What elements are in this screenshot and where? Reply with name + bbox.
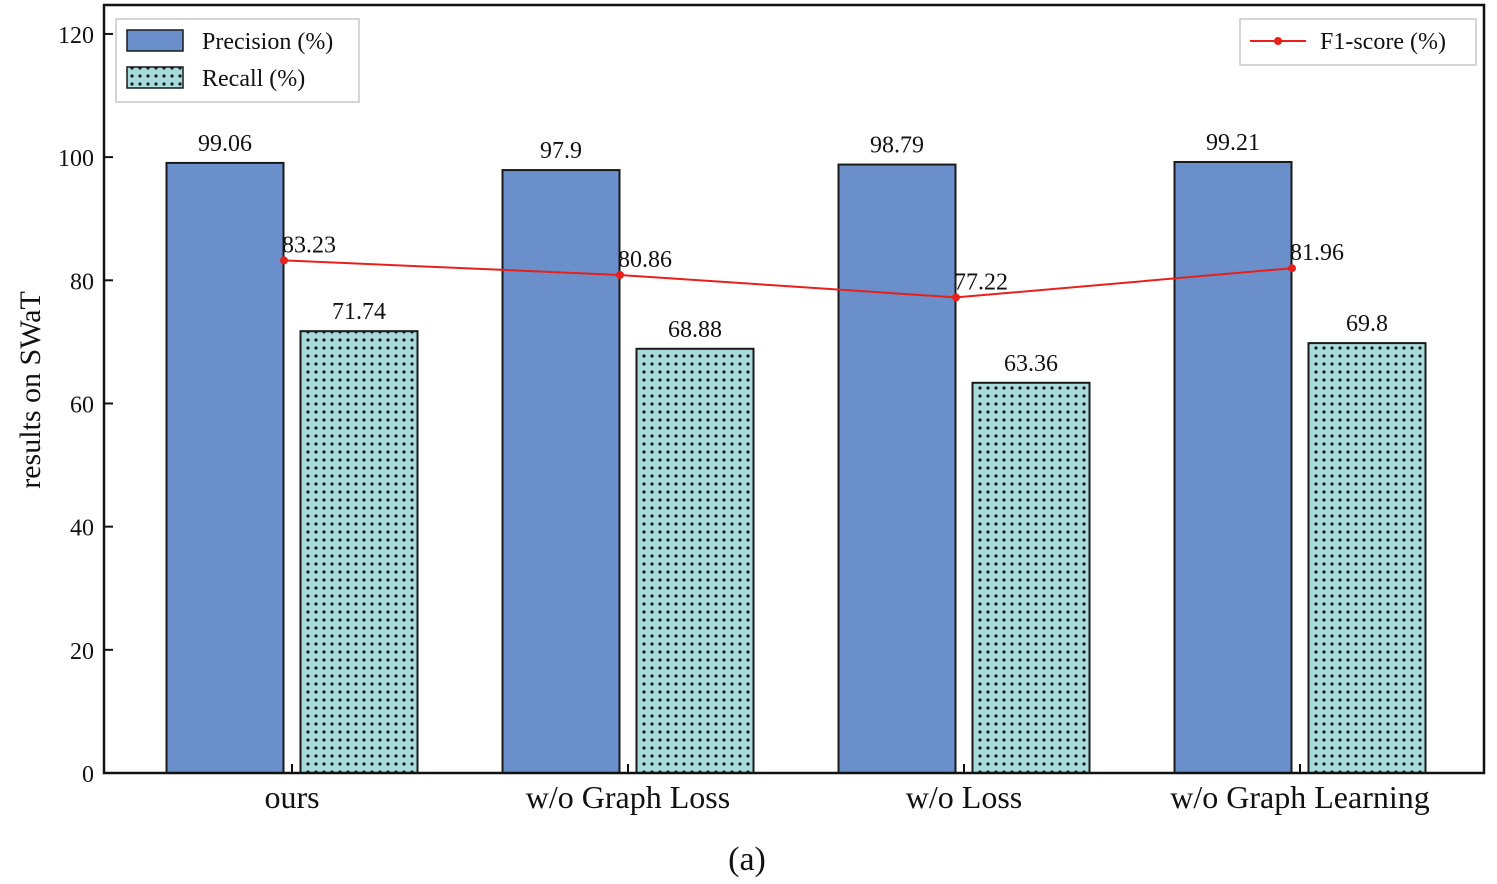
f1-point-3 — [1288, 264, 1296, 273]
x-tick-label-1: w/o Graph Loss — [526, 779, 730, 815]
f1-point-0 — [280, 256, 288, 265]
legend-left: Precision (%) Recall (%) — [115, 18, 360, 103]
f1-value-label-2: 77.22 — [954, 269, 1008, 295]
f1-line-layer — [280, 256, 1296, 302]
recall-value-label-1: 68.88 — [668, 317, 722, 343]
y-tick-label-2: 40 — [70, 516, 94, 542]
legend-right: F1-score (%) — [1239, 18, 1477, 66]
recall-value-label-3: 69.8 — [1346, 311, 1388, 337]
legend-recall-swatch — [126, 66, 184, 89]
precision-value-label-3: 99.21 — [1206, 130, 1260, 156]
y-tick-label-1: 20 — [70, 639, 94, 665]
precision-bar-0 — [165, 161, 285, 775]
precision-bar-2 — [837, 163, 957, 774]
legend-f1-marker — [1274, 37, 1282, 45]
precision-value-label-1: 97.9 — [540, 138, 582, 164]
plot-frame — [102, 3, 1486, 775]
labels-layer: 99.06 71.74 ours 97.9 68.88 w/o Graph Loss 98.… — [58, 23, 1430, 815]
recall-value-label-0: 71.74 — [332, 299, 386, 325]
bars-layer — [165, 160, 1427, 775]
y-tick-label-3: 60 — [70, 392, 94, 418]
y-tick-label-0: 0 — [82, 762, 94, 788]
axes-layer — [102, 3, 1486, 775]
x-tick-label-2: w/o Loss — [906, 779, 1022, 815]
f1-point-2 — [952, 293, 960, 302]
y-tick-label-6: 120 — [58, 23, 94, 49]
f1-value-label-1: 80.86 — [618, 247, 672, 273]
f1-series-line — [283, 259, 1293, 299]
f1-point-1 — [616, 271, 624, 280]
y-axis-title: results on SWaT — [14, 291, 47, 489]
recall-bar-0 — [299, 330, 419, 774]
y-tick-label-5: 100 — [58, 146, 94, 172]
precision-value-label-0: 99.06 — [198, 131, 252, 157]
recall-value-label-2: 63.36 — [1004, 351, 1058, 377]
recall-bar-2 — [971, 381, 1091, 774]
x-tick-label-0: ours — [264, 779, 319, 815]
legend-precision-swatch — [126, 29, 184, 52]
precision-value-label-2: 98.79 — [870, 133, 924, 159]
recall-bar-3 — [1307, 342, 1427, 774]
x-tick-label-3: w/o Graph Learning — [1170, 779, 1429, 815]
f1-value-label-0: 83.23 — [282, 232, 336, 258]
legend-precision-label: Precision (%) — [202, 29, 333, 55]
legend-f1-label: F1-score (%) — [1320, 29, 1446, 55]
precision-bar-3 — [1173, 160, 1293, 775]
figure-caption: (a) — [728, 841, 766, 878]
legend-recall-label: Recall (%) — [202, 66, 305, 92]
y-tick-label-4: 80 — [70, 269, 94, 295]
precision-bar-1 — [501, 169, 621, 774]
recall-bar-1 — [635, 347, 755, 774]
f1-value-label-3: 81.96 — [1290, 240, 1344, 266]
